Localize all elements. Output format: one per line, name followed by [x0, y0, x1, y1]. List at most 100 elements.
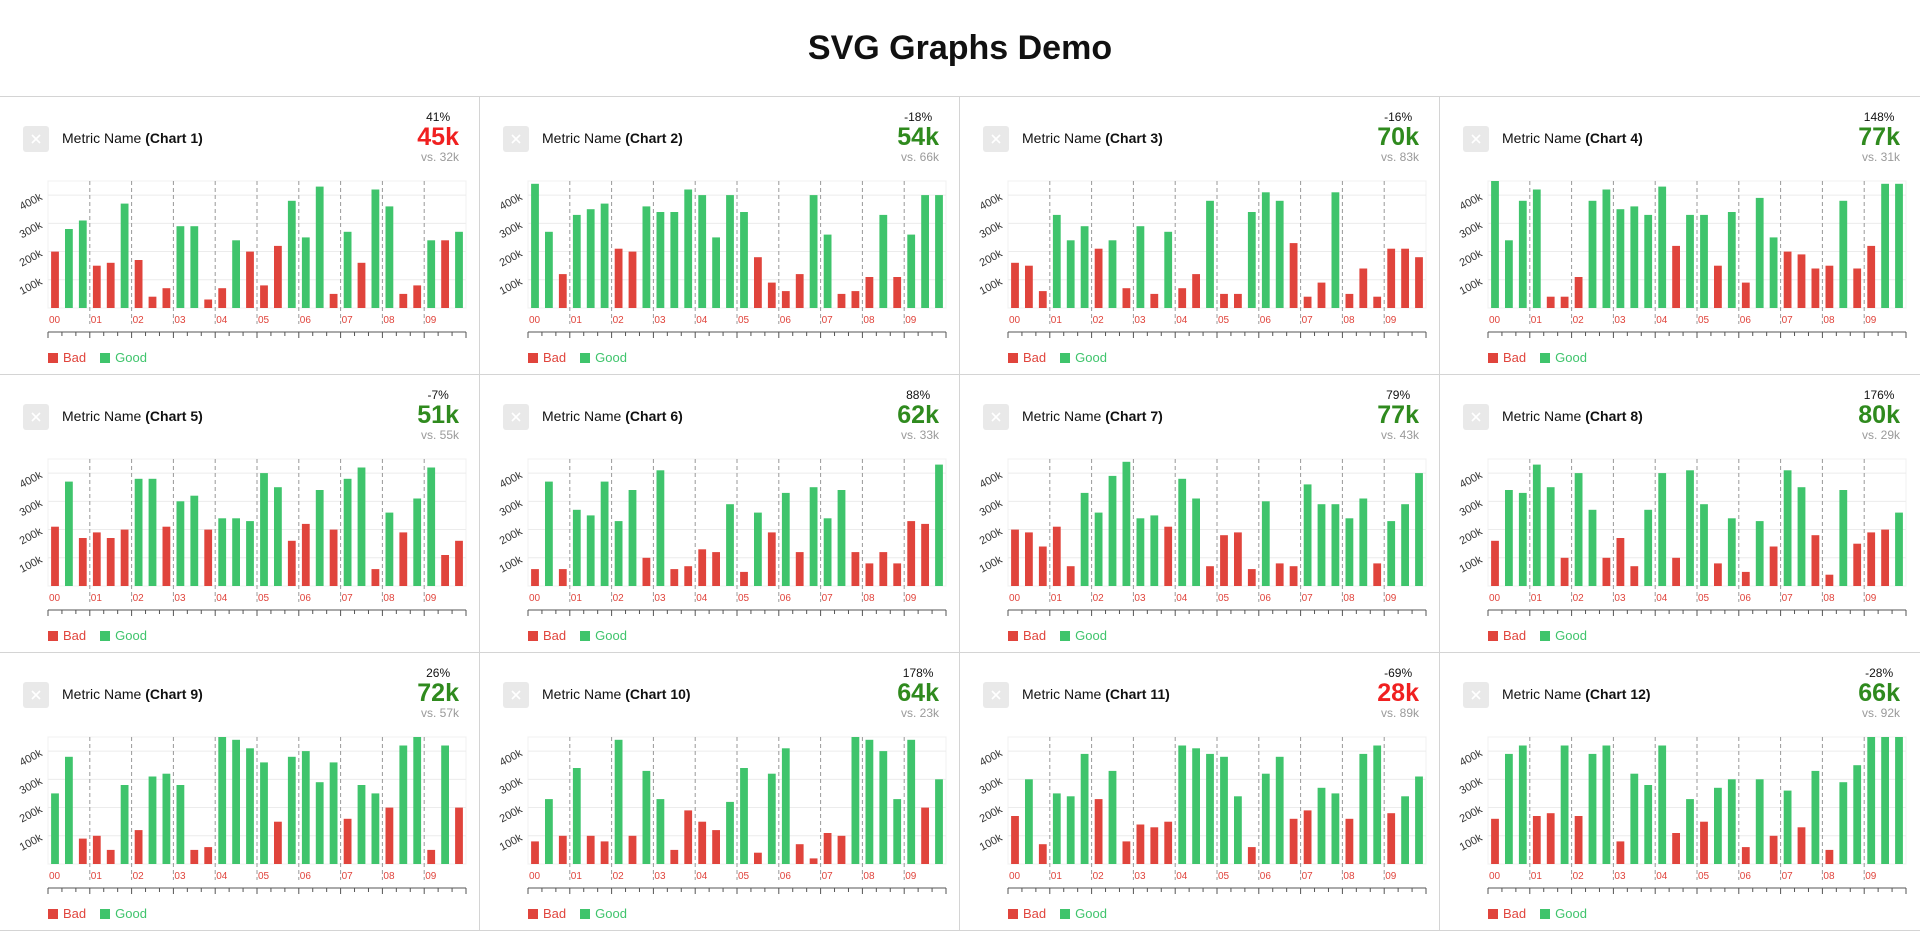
bar-bad — [531, 569, 539, 586]
close-button[interactable] — [983, 682, 1009, 708]
bar-bad — [670, 849, 679, 864]
bar-bad — [795, 844, 804, 864]
close-button[interactable] — [23, 682, 49, 708]
bar-bad — [586, 835, 595, 864]
y-tick-label: 300k — [1458, 497, 1485, 519]
bar-good — [935, 779, 943, 864]
legend-label-good: Good — [1075, 628, 1107, 643]
bar-good — [865, 739, 874, 864]
legend-swatch-bad — [48, 908, 58, 919]
legend-item-good[interactable]: Good — [580, 350, 627, 365]
bar-bad — [1797, 827, 1806, 864]
x-tick-label: 09 — [1865, 593, 1877, 604]
legend-item-good[interactable]: Good — [1060, 628, 1107, 643]
bar-good — [427, 467, 436, 586]
kpi-change: -16% — [1384, 110, 1413, 124]
bar-bad — [134, 830, 143, 864]
bar-bad — [1206, 566, 1214, 586]
x-tick-label: 05 — [1698, 593, 1710, 604]
legend-item-bad[interactable]: Bad — [1488, 350, 1526, 365]
bar-bad — [455, 807, 463, 864]
bar-bad — [204, 529, 213, 586]
legend-item-bad[interactable]: Bad — [1008, 350, 1046, 365]
bar-good — [1261, 501, 1270, 586]
metric-title: Metric Name (Chart 10) — [542, 686, 691, 702]
legend-item-good[interactable]: Good — [580, 906, 627, 921]
legend-item-bad[interactable]: Bad — [1488, 628, 1526, 643]
bar-bad — [1630, 566, 1639, 586]
close-button[interactable] — [503, 404, 529, 430]
bar-bad — [399, 532, 408, 586]
kpi-block: -69% 28k vs. 89k — [1377, 666, 1419, 720]
legend-item-good[interactable]: Good — [1060, 350, 1107, 365]
close-button[interactable] — [983, 126, 1009, 152]
bar-good — [1602, 189, 1611, 308]
bar-bad — [1853, 268, 1862, 308]
legend-item-good[interactable]: Good — [1540, 906, 1587, 921]
bar-good — [1658, 473, 1667, 586]
bar-bad — [120, 529, 129, 586]
close-button[interactable] — [1463, 126, 1489, 152]
x-tick-label: 03 — [174, 871, 186, 882]
legend-item-bad[interactable]: Bad — [528, 628, 566, 643]
legend-item-bad[interactable]: Bad — [1008, 906, 1046, 921]
close-button[interactable] — [503, 126, 529, 152]
y-tick-label: 400k — [978, 747, 1005, 769]
bar-bad — [1811, 268, 1820, 308]
bar-good — [1192, 748, 1200, 864]
bar-good — [670, 212, 679, 308]
bar-bad — [51, 251, 59, 308]
bar-bad — [134, 260, 143, 308]
close-icon — [1471, 134, 1481, 144]
bar-good — [726, 801, 734, 864]
legend-item-bad[interactable]: Bad — [48, 628, 86, 643]
legend-item-good[interactable]: Good — [1540, 628, 1587, 643]
x-tick-label: 07 — [822, 871, 834, 882]
y-tick-label: 300k — [498, 219, 525, 241]
bar-bad — [823, 833, 832, 864]
legend-swatch-good — [100, 908, 111, 919]
legend-swatch-bad — [1488, 908, 1498, 919]
bar-bad — [455, 540, 463, 586]
close-button[interactable] — [1463, 682, 1489, 708]
close-button[interactable] — [1463, 404, 1489, 430]
bar-bad — [301, 523, 310, 586]
bar-bad — [1373, 563, 1382, 586]
legend-item-good[interactable]: Good — [580, 628, 627, 643]
bar-good — [823, 234, 832, 308]
legend-item-bad[interactable]: Bad — [48, 350, 86, 365]
bar-bad — [907, 521, 916, 586]
bar-good — [1644, 214, 1653, 308]
legend-item-good[interactable]: Good — [1540, 350, 1587, 365]
legend-item-bad[interactable]: Bad — [528, 350, 566, 365]
bar-good — [1658, 186, 1667, 308]
bar-good — [176, 226, 185, 308]
y-tick-label: 200k — [978, 803, 1005, 825]
bar-good — [1853, 765, 1862, 864]
close-button[interactable] — [983, 404, 1009, 430]
y-tick-label: 200k — [498, 247, 525, 269]
y-tick-label: 400k — [18, 469, 45, 491]
legend-item-bad[interactable]: Bad — [1008, 628, 1046, 643]
bar-bad — [628, 835, 637, 864]
legend-item-bad[interactable]: Bad — [48, 906, 86, 921]
bar-bad — [712, 552, 720, 586]
close-icon — [511, 412, 521, 422]
bar-good — [162, 773, 171, 864]
legend-item-good[interactable]: Good — [100, 906, 147, 921]
kpi-value: 77k — [1377, 401, 1419, 429]
x-tick-label: 07 — [1302, 593, 1314, 604]
legend-item-good[interactable]: Good — [100, 350, 147, 365]
close-button[interactable] — [23, 126, 49, 152]
x-tick-label: 05 — [258, 315, 270, 326]
bar-good — [1178, 478, 1187, 586]
legend-item-bad[interactable]: Bad — [528, 906, 566, 921]
close-button[interactable] — [503, 682, 529, 708]
chart-label: (Chart 7) — [1105, 408, 1163, 424]
legend-item-good[interactable]: Good — [1060, 906, 1107, 921]
close-button[interactable] — [23, 404, 49, 430]
legend-item-good[interactable]: Good — [100, 628, 147, 643]
legend-item-bad[interactable]: Bad — [1488, 906, 1526, 921]
bar-bad — [1275, 563, 1284, 586]
legend-swatch-good — [1060, 630, 1071, 641]
